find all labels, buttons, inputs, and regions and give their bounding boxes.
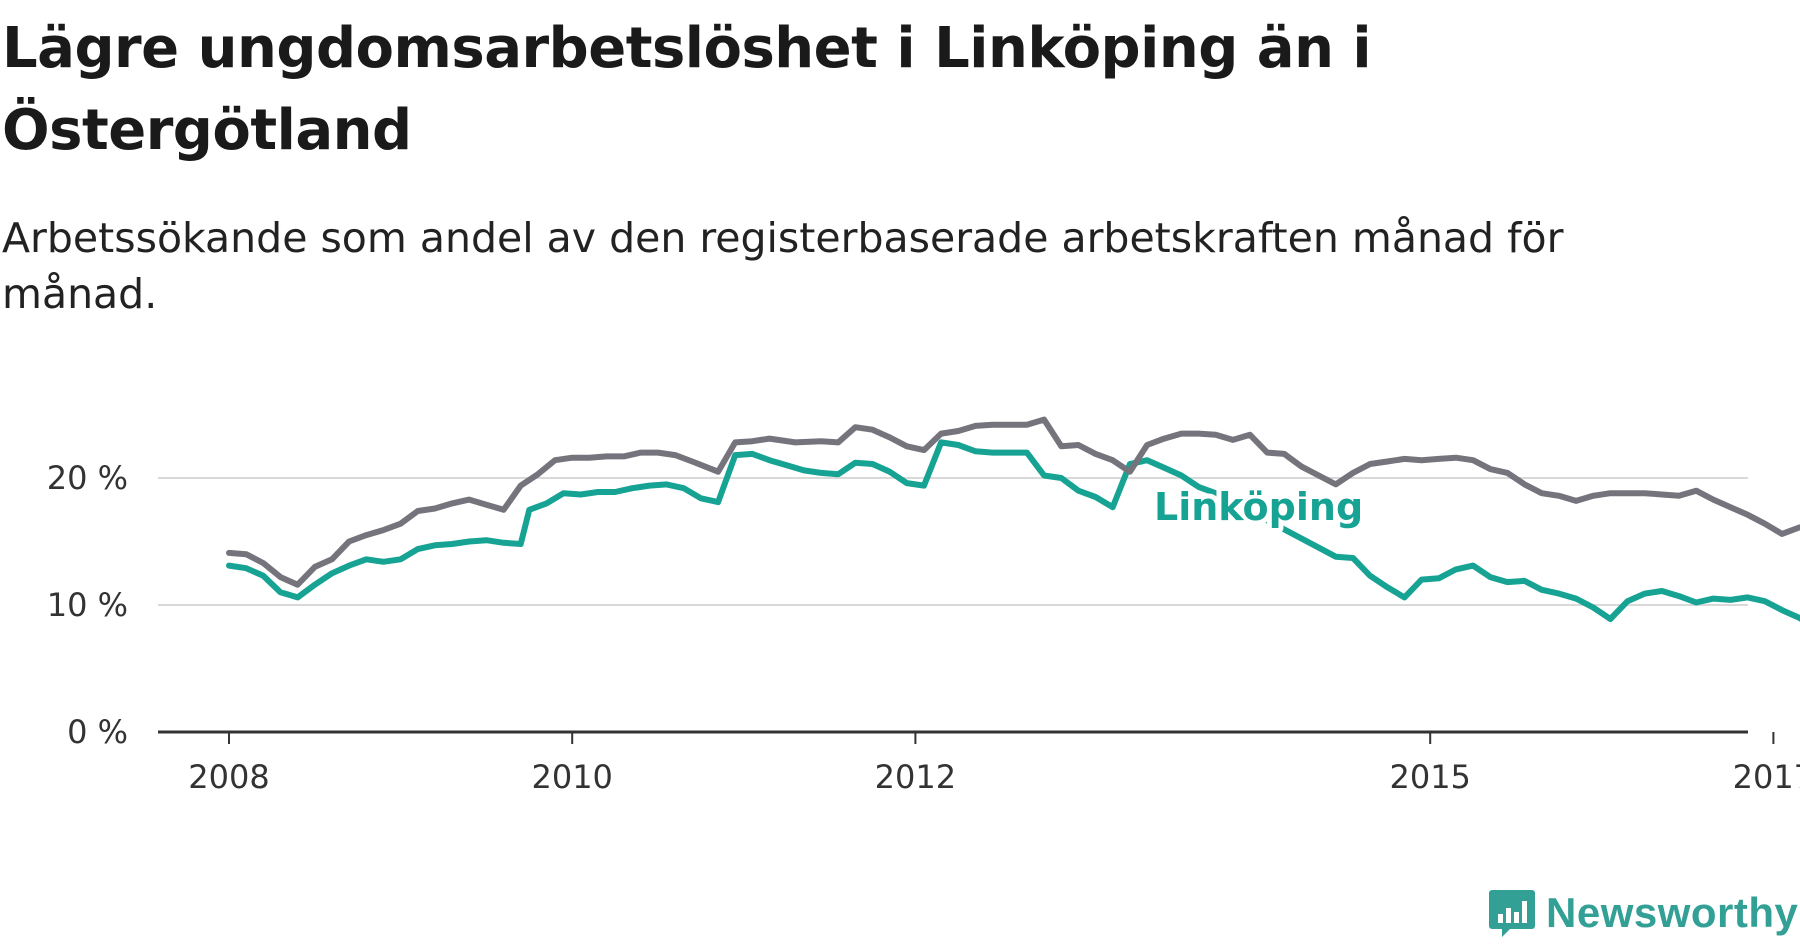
series-name-label: Linköping [1154,485,1363,529]
brand-name: Newsworthy [1546,889,1799,936]
grid-layer [158,477,1748,734]
x-tick-label: 2017 [1733,758,1800,796]
newsworthy-logo: Newsworthy [1488,888,1798,938]
series-line-linköping [226,439,1800,622]
x-axis-ticks: 20082010201220152017202020222024 [188,732,1800,796]
series-line-östergötland [226,416,1800,588]
y-axis-ticks: 0 % 10 % 20 % [47,459,128,751]
series-layer [226,416,1800,622]
newsworthy-logo-icon [1489,890,1535,937]
x-tick-label: 2008 [188,758,269,796]
y-tick-label: 20 % [47,459,128,497]
chart-subtitle: Arbetssökande som andel av den registerb… [2,214,1564,318]
x-tick-label: 2015 [1389,758,1470,796]
x-tick-label: 2010 [531,758,612,796]
x-tick-label: 2012 [875,758,956,796]
y-tick-label: 10 % [47,586,128,624]
series-labels: 6,7 %9 %LinköpingÖstergötland [1149,480,1368,534]
chart-title: Lägre ungdomsarbetslöshet i Linköping än… [2,16,1372,163]
y-tick-label: 0 % [67,713,128,751]
